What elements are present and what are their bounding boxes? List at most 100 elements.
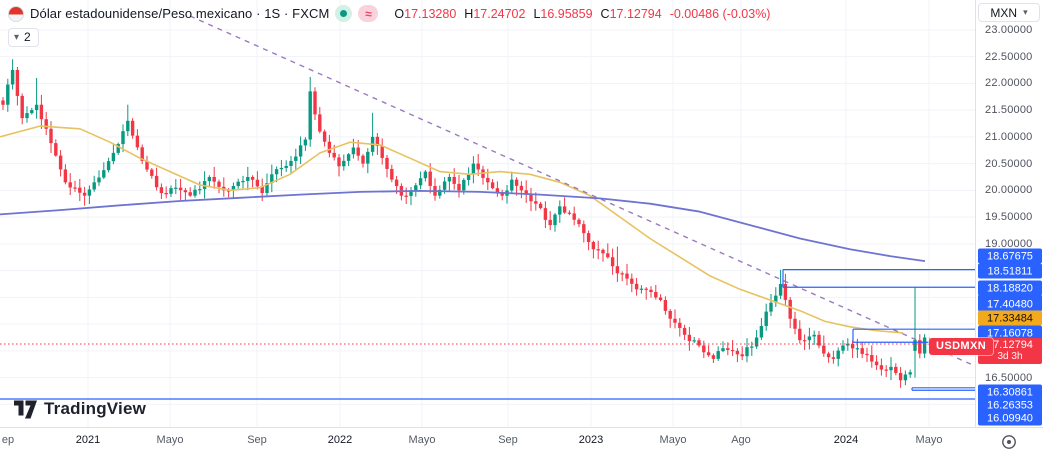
candlestick-chart-svg [0,0,975,427]
currency-button[interactable]: MXN ▾ [978,3,1040,22]
candle-body [673,318,677,323]
candle-body [39,104,44,120]
candle-body [30,110,34,114]
candle-body [63,169,68,183]
candle-body [850,343,855,349]
candle-body [150,169,154,176]
candle-body [894,366,898,373]
candle-body [697,340,701,346]
candle-body [922,337,927,354]
candle-body [428,171,432,186]
candle-body [409,190,413,196]
currency-label: MXN [990,5,1018,20]
candle-body [260,186,264,194]
candle-body [92,182,96,190]
candle-body [68,182,72,188]
candle-body [558,206,562,215]
candle-body [246,176,250,181]
time-axis-settings-icon[interactable] [1000,433,1018,451]
candle-body [471,163,476,175]
candle-body [414,185,418,191]
tradingview-wordmark: TradingView [44,399,147,418]
candle-body [591,242,596,250]
price-scale[interactable]: MXN ▾ 23.00000 22.50000 22.00000 21.50000 21… [975,0,1043,427]
ohlc-pair: O17.13280 [394,6,457,21]
candle-body [217,181,221,187]
candle-body [644,288,648,290]
candle-body [610,257,615,267]
candle-body [586,233,591,243]
candle-body [1,100,5,105]
candle-body [918,340,922,354]
candle-body [572,213,576,220]
candle-body [778,283,783,296]
time-tick: Ago [731,434,751,446]
candle-body [327,141,332,153]
candle-body [750,346,754,348]
symbol-logo-icon [8,5,24,22]
time-tick: Mayo [659,434,687,446]
candle-body [740,354,744,357]
ohlc-pair: L16.95859 [533,6,593,21]
candle-body [15,69,20,96]
delayed-data-icon[interactable]: ≈ [358,5,379,22]
level-price-label: 18.18820 [978,280,1042,296]
ohlc-pair: H17.24702 [464,6,526,21]
candle-body [596,249,600,251]
candle-body [754,337,759,347]
candle-body [346,154,351,161]
tradingview-logo[interactable]: TradingView [14,399,146,419]
candle-body [375,136,380,146]
indicators-collapse-button[interactable]: ▾ 2 [8,28,39,47]
candle-body [250,176,255,180]
symbol-title[interactable]: Dólar estadounidense/Peso mexicano · 1S … [30,6,330,21]
candle-body [553,214,557,226]
level-price-label: 16.30861 [978,384,1042,400]
candle-body [87,189,92,196]
market-open-icon[interactable] [335,5,353,22]
candle-body [318,114,322,132]
candle-body [25,113,29,119]
candle-body [394,179,399,187]
chart-plot[interactable] [0,0,975,427]
candle-body [6,84,10,105]
candle-body [812,334,816,337]
candle-body [279,167,284,170]
candle-body [226,190,231,192]
candle-body [721,348,725,352]
price-tick: 20.50000 [985,157,1033,170]
time-tick: Mayo [156,434,184,446]
candle-body [606,253,610,258]
candle-body [183,190,188,193]
time-scale[interactable]: ep 2021 Mayo Sep 2022 Mayo Sep 2023 Mayo Ago 2024 M… [0,427,1043,455]
level-price-label: 16.26353 [978,397,1042,413]
candle-body [658,297,663,301]
candle-body [356,147,360,156]
candle-body [462,179,466,191]
change-value: -0.00486 (-0.03%) [669,6,771,21]
candle-body [783,283,788,300]
candle-body [788,299,792,319]
symbol-legend: Dólar estadounidense/Peso mexicano · 1S … [8,5,770,22]
candle-body [601,249,605,254]
candle-body [538,203,543,209]
candle-body [97,177,101,183]
candle-body [361,155,365,164]
candle-body [514,179,519,186]
candle-body [678,322,682,328]
candle-body [495,188,500,194]
candle-body [418,178,423,186]
candle-body [562,206,567,213]
candle-body [241,180,245,183]
candle-body [130,120,135,136]
candle-body [466,174,471,180]
time-tick: Sep [247,434,267,446]
candle-body [212,176,216,182]
candle-body [870,355,874,362]
candle-body [634,283,639,290]
candle-body [289,160,293,166]
candle-body [716,351,720,359]
candle-body [913,340,917,351]
candle-body [193,189,197,196]
candle-body [255,179,260,187]
